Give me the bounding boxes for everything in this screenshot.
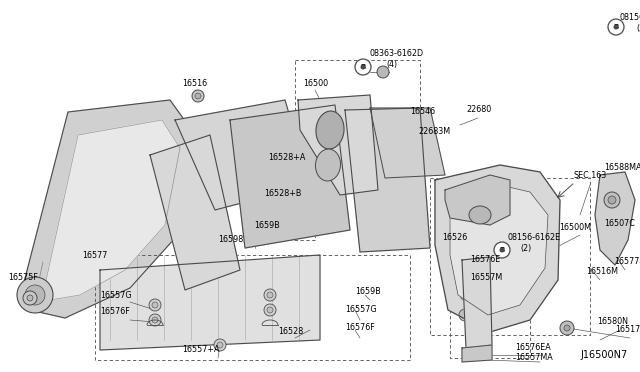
Polygon shape	[230, 105, 350, 248]
Text: J16500N7: J16500N7	[580, 350, 628, 360]
Text: 16528+A: 16528+A	[268, 154, 305, 163]
Polygon shape	[595, 172, 635, 265]
Text: 16598: 16598	[218, 235, 243, 244]
Text: 16557G: 16557G	[345, 305, 376, 314]
Polygon shape	[45, 120, 180, 300]
Circle shape	[264, 304, 276, 316]
Circle shape	[149, 314, 161, 326]
Polygon shape	[450, 185, 548, 315]
Text: 16500M: 16500M	[559, 224, 591, 232]
Circle shape	[214, 339, 226, 351]
Polygon shape	[100, 255, 320, 350]
Ellipse shape	[316, 111, 344, 149]
Text: 16576E: 16576E	[470, 256, 500, 264]
Text: 16576EA: 16576EA	[515, 343, 551, 353]
Polygon shape	[435, 165, 560, 332]
Text: 16516M: 16516M	[586, 267, 618, 276]
Text: 16516: 16516	[182, 80, 207, 89]
Polygon shape	[268, 198, 305, 218]
Circle shape	[608, 196, 616, 204]
Text: 16546: 16546	[410, 108, 435, 116]
Polygon shape	[462, 345, 492, 362]
Circle shape	[459, 309, 471, 321]
Text: 08156-8161E: 08156-8161E	[620, 13, 640, 22]
Text: B: B	[499, 247, 504, 253]
Circle shape	[377, 66, 389, 78]
Circle shape	[614, 25, 618, 29]
Text: 08156-6162E: 08156-6162E	[508, 234, 561, 243]
Circle shape	[217, 342, 223, 348]
Text: (2): (2)	[520, 244, 531, 253]
Text: (4): (4)	[386, 60, 397, 68]
Text: (2): (2)	[636, 23, 640, 32]
Text: 16500: 16500	[303, 80, 328, 89]
Polygon shape	[175, 100, 310, 210]
Text: 1659B: 1659B	[355, 288, 381, 296]
Circle shape	[152, 302, 158, 308]
Circle shape	[27, 295, 33, 301]
Text: 16576F: 16576F	[100, 308, 130, 317]
Circle shape	[267, 292, 273, 298]
Polygon shape	[298, 95, 378, 195]
Circle shape	[264, 289, 276, 301]
Circle shape	[267, 307, 273, 313]
Circle shape	[564, 325, 570, 331]
Polygon shape	[345, 108, 430, 252]
Circle shape	[152, 317, 158, 323]
Polygon shape	[370, 108, 445, 178]
Circle shape	[25, 285, 45, 305]
Circle shape	[604, 192, 620, 208]
Text: 16557+A: 16557+A	[182, 346, 220, 355]
Text: 16577F: 16577F	[614, 257, 640, 266]
Text: 08363-6162D: 08363-6162D	[370, 49, 424, 58]
Text: 16575F: 16575F	[8, 273, 38, 282]
Text: B: B	[360, 64, 365, 70]
Polygon shape	[22, 100, 195, 318]
Text: 22680: 22680	[466, 106, 492, 115]
Circle shape	[355, 59, 371, 75]
Text: 22683M: 22683M	[418, 128, 450, 137]
Text: 16517: 16517	[615, 326, 640, 334]
Text: 16557M: 16557M	[470, 273, 502, 282]
Text: 16576F: 16576F	[345, 324, 375, 333]
Text: 16577: 16577	[82, 250, 108, 260]
Circle shape	[608, 19, 624, 35]
Polygon shape	[150, 135, 240, 290]
Text: 16526: 16526	[442, 234, 467, 243]
Circle shape	[195, 93, 201, 99]
Text: SEC.163: SEC.163	[574, 171, 607, 180]
Circle shape	[360, 64, 365, 70]
Circle shape	[494, 242, 510, 258]
Circle shape	[499, 247, 504, 253]
Circle shape	[192, 90, 204, 102]
Ellipse shape	[316, 149, 340, 181]
Text: 16580N: 16580N	[597, 317, 628, 327]
Polygon shape	[445, 175, 510, 225]
Text: 16557G: 16557G	[100, 291, 132, 299]
Circle shape	[460, 290, 470, 300]
Text: 1659B: 1659B	[254, 221, 280, 230]
Circle shape	[17, 277, 53, 313]
Ellipse shape	[469, 206, 491, 224]
Circle shape	[149, 299, 161, 311]
Polygon shape	[270, 168, 305, 190]
Circle shape	[459, 269, 471, 281]
Text: 16528+B: 16528+B	[264, 189, 301, 198]
Text: 16507C: 16507C	[604, 219, 635, 228]
Polygon shape	[462, 257, 492, 348]
Text: 16528: 16528	[278, 327, 303, 337]
Text: B: B	[613, 24, 619, 30]
Circle shape	[560, 321, 574, 335]
Text: 16588MA: 16588MA	[604, 164, 640, 173]
Text: 16557MA: 16557MA	[515, 353, 553, 362]
Circle shape	[23, 291, 37, 305]
